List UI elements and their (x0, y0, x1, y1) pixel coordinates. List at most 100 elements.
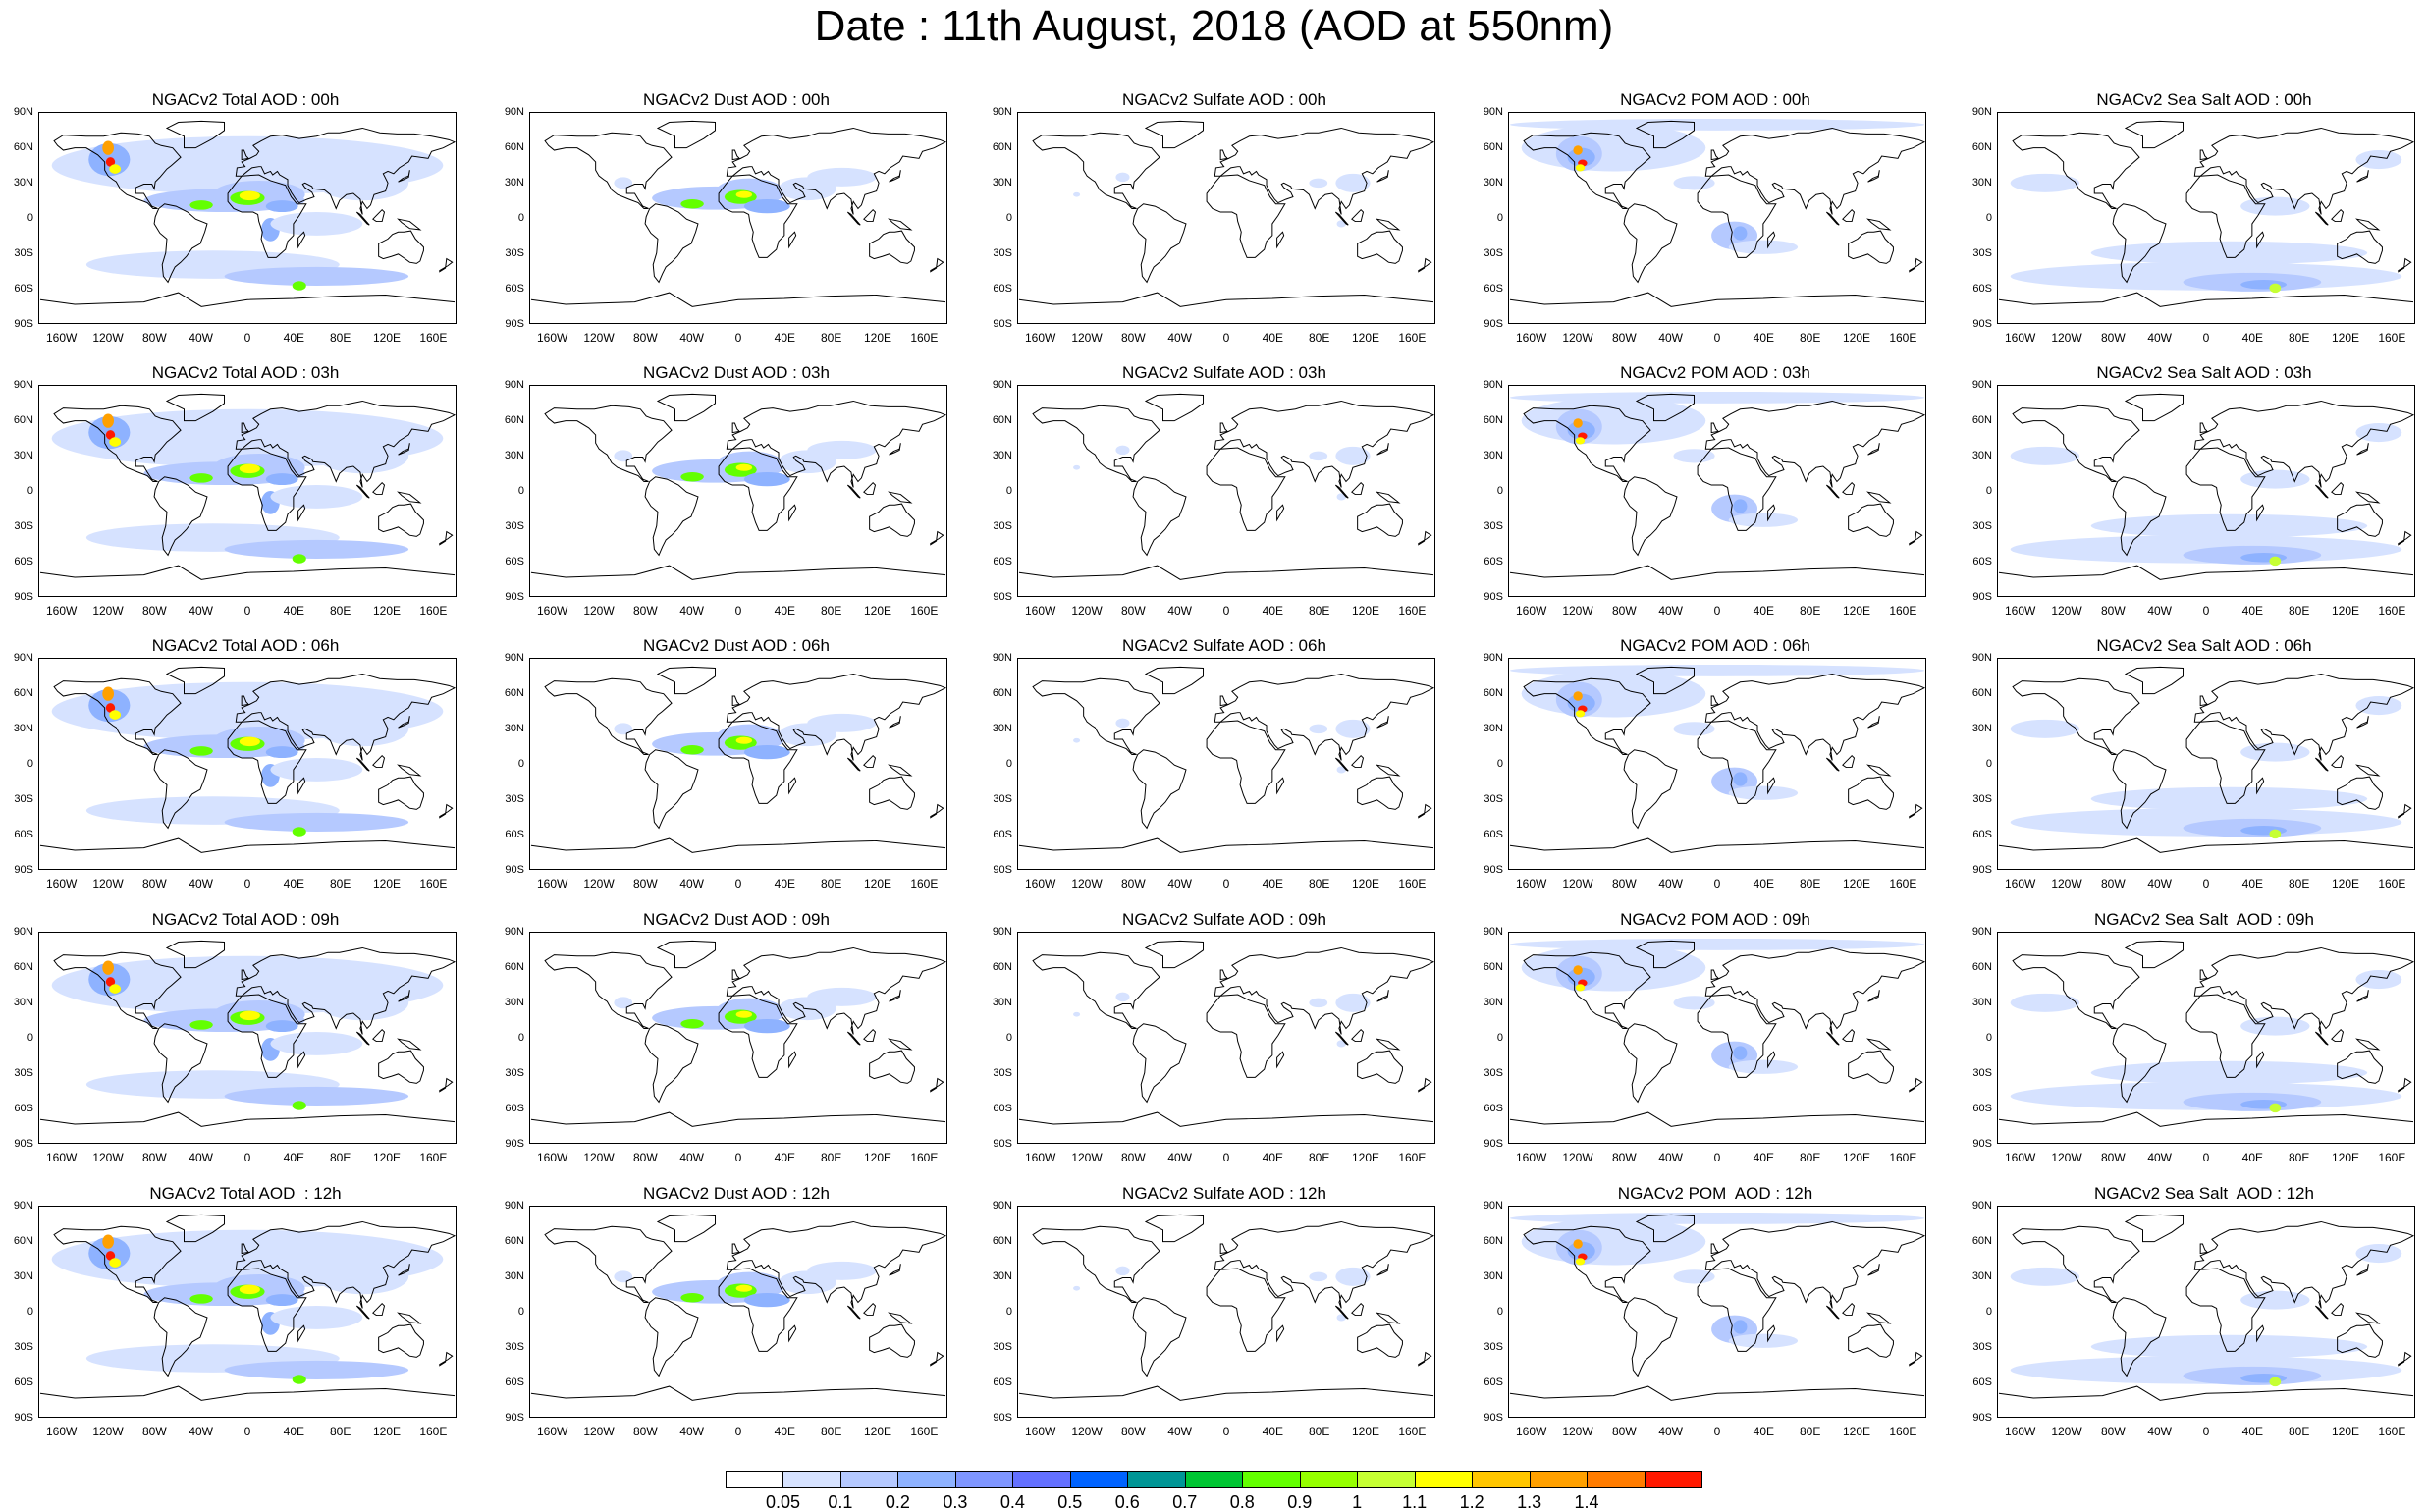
coastline (889, 170, 901, 183)
coastline (1214, 1220, 1434, 1309)
coastline (235, 1220, 456, 1309)
aod-patch (1509, 1212, 1925, 1224)
lat-tick-label: 60S (1972, 1377, 1992, 1388)
lon-tick-label: 40W (1658, 877, 1683, 891)
coastline (1909, 530, 1923, 546)
lat-tick-label: 90S (1972, 1138, 1992, 1150)
aod-patch (224, 812, 409, 832)
lon-tick-label: 160W (2004, 1151, 2036, 1164)
lon-tick-label: 40E (283, 331, 304, 345)
colorbar-swatch (1127, 1471, 1186, 1488)
lat-tick-label: 60N (992, 1235, 1012, 1247)
lon-tick-label: 40W (2147, 331, 2172, 345)
coastline (1866, 1312, 1892, 1324)
coastline (1909, 257, 1923, 273)
aod-patch (224, 1086, 409, 1106)
coastlines (1998, 1214, 2414, 1401)
coastline (297, 1051, 306, 1069)
lon-tick-label: 40E (1262, 604, 1283, 618)
coastline (1848, 1323, 1894, 1358)
lat-tick-label: 90N (13, 926, 33, 938)
coastline (1623, 203, 1678, 284)
coastline (372, 1028, 386, 1043)
aod-field (614, 987, 877, 1034)
map-plot (1018, 940, 1434, 1127)
coastline (1867, 170, 1880, 183)
colorbar-label: 0.7 (1172, 1492, 1198, 1512)
lat-tick-label: 90N (1483, 926, 1503, 938)
lon-tick-label: 0 (1713, 331, 1721, 345)
coastline (39, 292, 456, 307)
coastline (398, 716, 410, 729)
panel-title: NGACv2 Sea Salt AOD : 06h (2096, 636, 2312, 655)
lon-tick-label: 120E (1842, 1151, 1871, 1164)
coastline (227, 447, 307, 531)
lat-tick-label: 30N (13, 450, 33, 461)
lat-tick-label: 90S (14, 1412, 33, 1424)
coastline (235, 946, 456, 1035)
coastline (53, 951, 182, 1029)
coastline (1334, 484, 1349, 499)
coastline (1767, 1051, 1776, 1069)
lon-tick-label: 80W (632, 1151, 658, 1164)
aod-patch (1673, 449, 1715, 463)
panel-title: NGACv2 Sulfate AOD : 03h (1122, 363, 1326, 382)
lon-tick-label: 120E (2331, 331, 2360, 345)
lon-tick-label: 120W (1071, 1425, 1103, 1438)
colorbar-label: 1.3 (1517, 1492, 1542, 1512)
lat-tick-label: 30S (505, 247, 524, 259)
lon-tick-label: 160W (45, 1425, 78, 1438)
map-panel: NGACv2 Total AOD : 00h 90N 60N 30N 0 30S 60S 90… (0, 90, 491, 353)
lat-tick-label: 30N (1483, 177, 1503, 189)
aod-patch (2240, 742, 2310, 762)
coastline (2356, 1264, 2369, 1276)
lon-tick-label: 160E (1889, 604, 1917, 618)
coastline (53, 405, 182, 482)
lat-tick-label: 60S (993, 829, 1012, 840)
coastline (1334, 757, 1349, 772)
coastline (1418, 530, 1432, 546)
coastline (1376, 764, 1401, 777)
lon-tick-label: 40W (2147, 1425, 2172, 1438)
lon-tick-label: 0 (1222, 331, 1230, 345)
coastline (869, 1323, 915, 1358)
lat-tick-label: 30N (504, 723, 524, 734)
panel-title: NGACv2 Sulfate AOD : 00h (1122, 90, 1326, 109)
aod-patch (1336, 1314, 1346, 1322)
coastline (2256, 1051, 2265, 1069)
map-frame (1508, 932, 1926, 1144)
coastline (2112, 476, 2167, 557)
lat-tick-label: 30S (14, 520, 33, 532)
coastline (153, 203, 208, 284)
map-panel: NGACv2 Sulfate AOD : 12h 90N 60N 30N 0 30S 60S… (979, 1184, 1470, 1447)
lon-tick-label: 120E (1842, 877, 1871, 891)
aod-patch (1673, 722, 1715, 736)
coastline (889, 443, 901, 456)
lat-tick-label: 30N (992, 997, 1012, 1008)
coastline (1909, 1351, 1923, 1367)
lon-tick-label: 0 (1713, 604, 1721, 618)
map-panel: NGACv2 Sulfate AOD : 06h 90N 60N 30N 0 30S 60S… (979, 636, 1470, 899)
coastline (1214, 946, 1434, 1035)
coastline (355, 1031, 370, 1046)
lon-tick-label: 0 (243, 331, 251, 345)
coastline (1825, 757, 1840, 772)
aod-patch (1573, 1239, 1583, 1249)
coastline (2314, 211, 2329, 226)
lat-tick-label: 90S (993, 1138, 1012, 1150)
lon-tick-label: 160E (1889, 1151, 1917, 1164)
lon-tick-label: 80W (141, 1425, 167, 1438)
lon-tick-label: 160E (1398, 1425, 1427, 1438)
lon-tick-label: 80W (1120, 331, 1146, 345)
lat-tick-label: 30N (504, 177, 524, 189)
coastline (1032, 951, 1160, 1029)
coastline (153, 476, 208, 557)
panel-title: NGACv2 Total AOD : 09h (151, 910, 340, 929)
aod-patch (102, 1234, 115, 1249)
lon-tick-label: 80E (1799, 331, 1821, 345)
lat-tick-label: 0 (1985, 1306, 1992, 1318)
lat-tick-label: 90S (993, 1412, 1012, 1424)
coastline (1032, 405, 1160, 482)
coastline (1635, 666, 1696, 695)
lat-tick-label: 90N (13, 1200, 33, 1212)
